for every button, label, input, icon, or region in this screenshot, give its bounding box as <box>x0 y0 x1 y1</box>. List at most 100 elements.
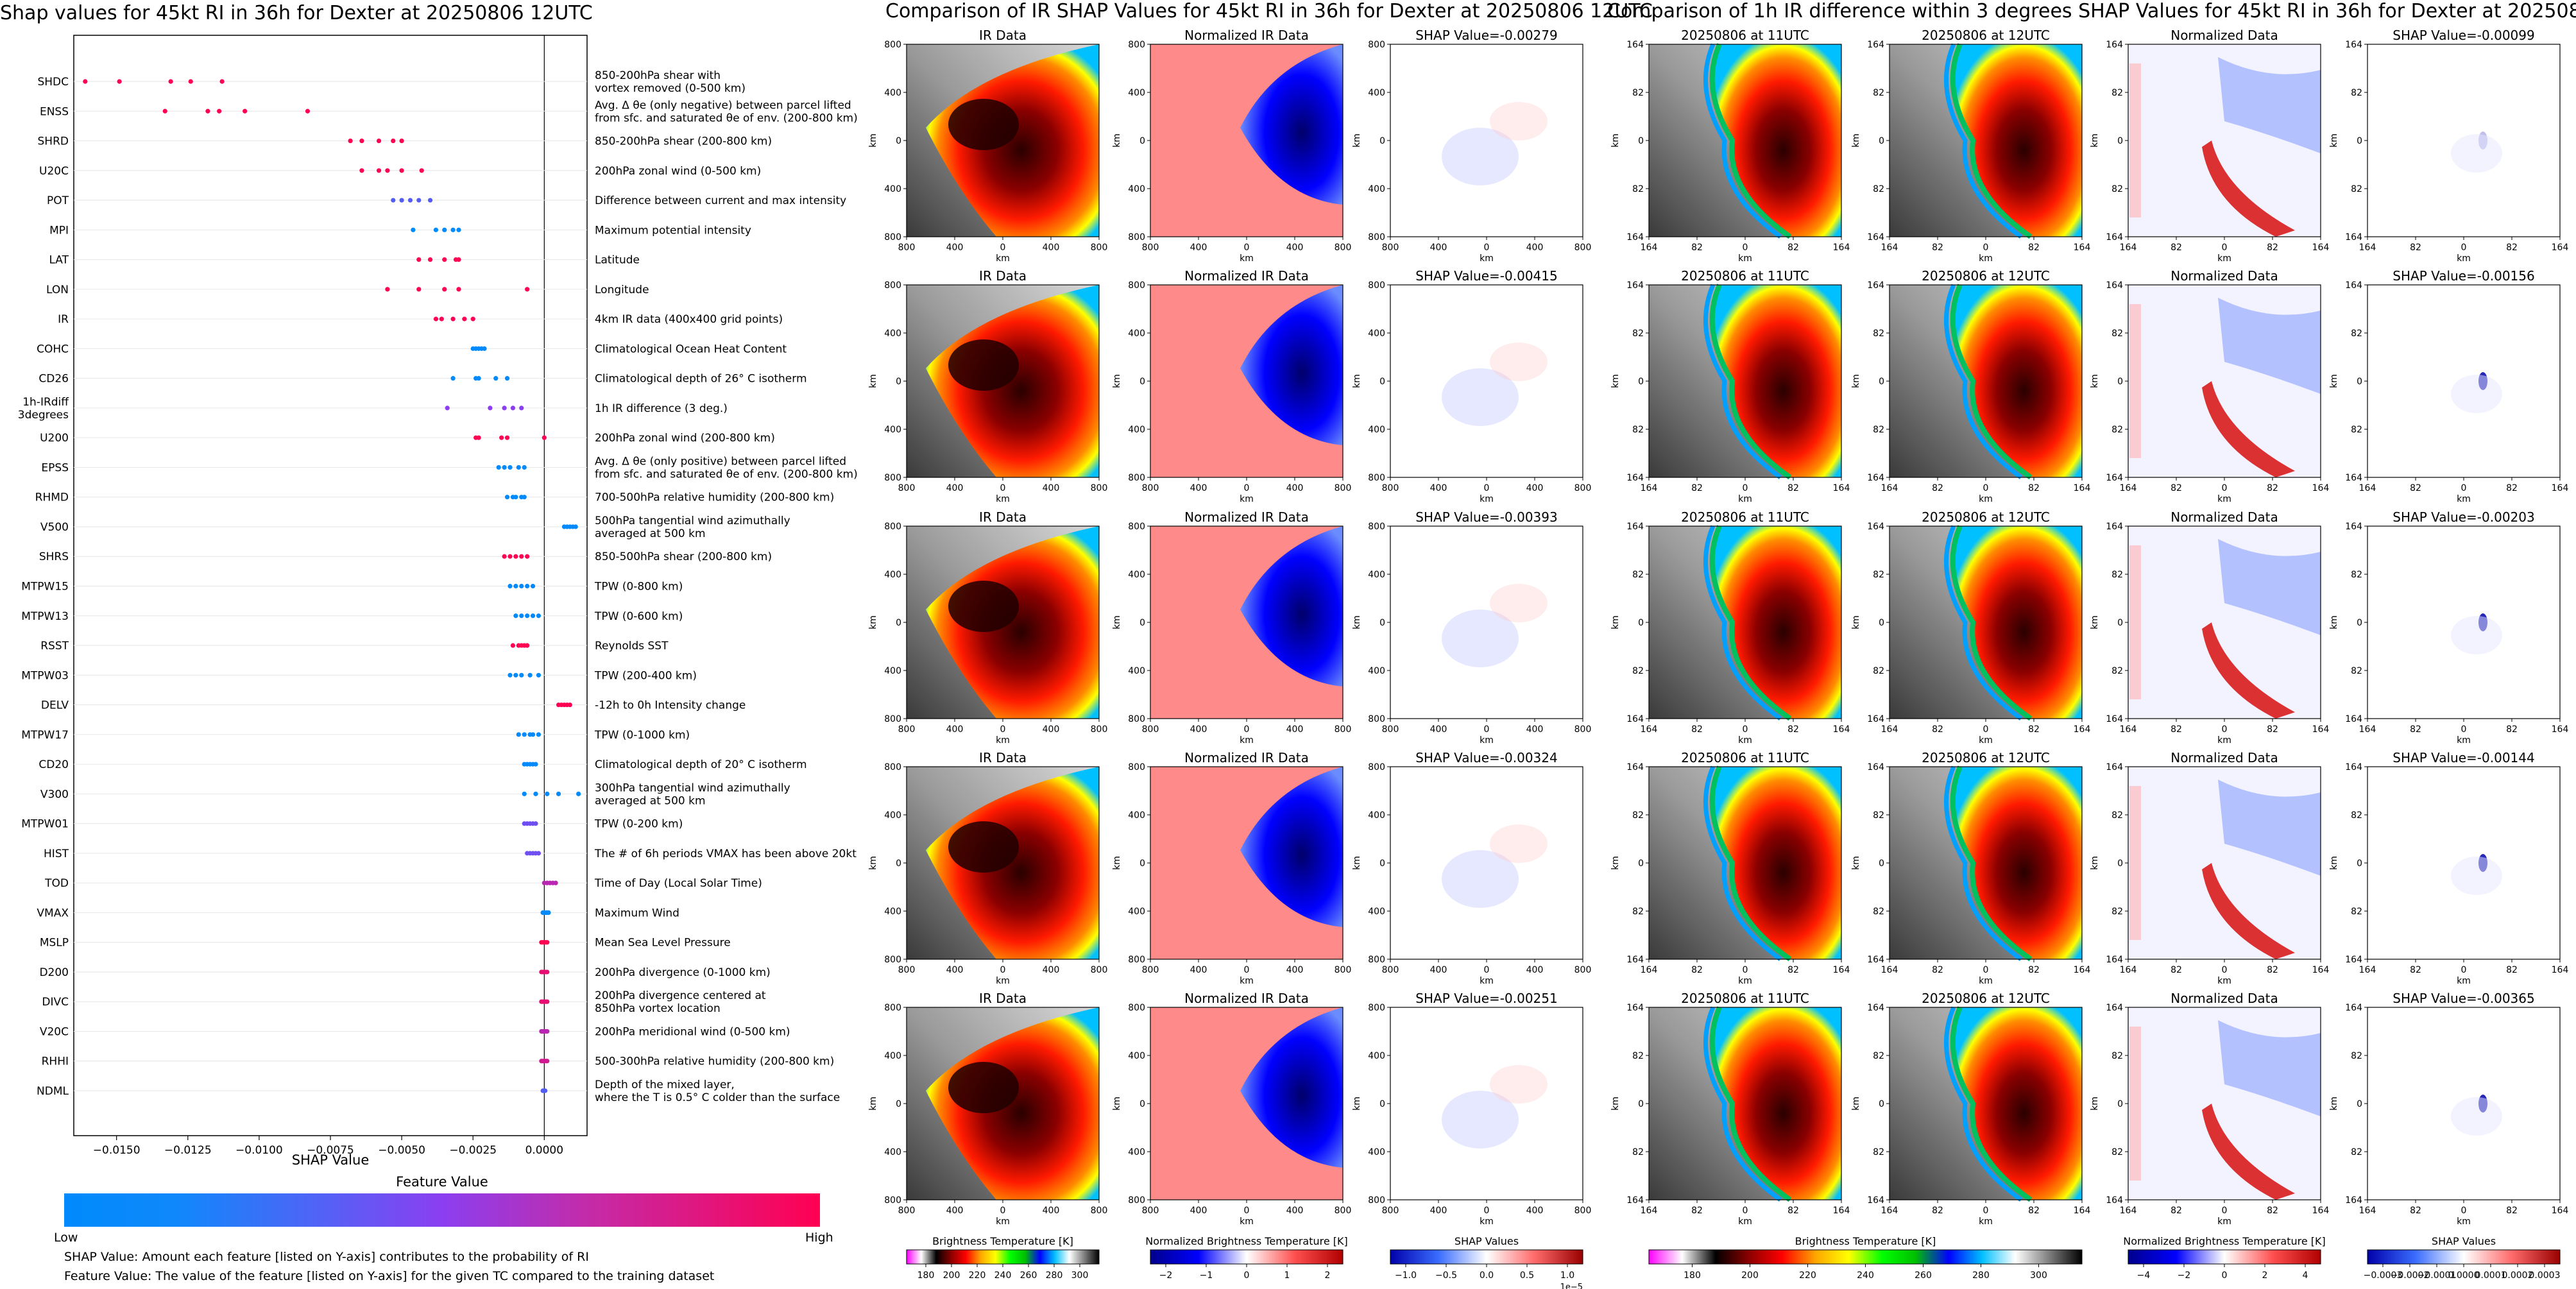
feature-description: Mean Sea Level Pressure <box>595 937 731 950</box>
panel-title: 20250806 at 11UTC <box>1681 509 1809 525</box>
colorbar-tick-label: 2 <box>2262 1270 2268 1281</box>
y-tick-label: 164 <box>2106 280 2123 291</box>
x-tick-label: 82 <box>2410 724 2421 735</box>
colorbar-tick-label: −2 <box>2178 1270 2191 1281</box>
feature-description: Maximum Wind <box>595 907 679 919</box>
shap-point <box>502 405 507 411</box>
x-tick-label: 164 <box>2074 1206 2091 1216</box>
y-tick-label: 400 <box>884 1051 901 1061</box>
normalized-edge-band <box>2129 545 2141 699</box>
x-tick-label: 400 <box>1190 965 1207 975</box>
x-tick-label: 164 <box>2552 1206 2569 1216</box>
x-tick-label: 0 <box>1244 724 1250 735</box>
shap-point <box>456 257 461 262</box>
x-tick-label: 400 <box>1430 965 1447 975</box>
x-tick-label: 0 <box>1743 1206 1748 1216</box>
y-tick-label: 0 <box>1379 858 1385 869</box>
x-tick-label: 800 <box>898 1206 916 1216</box>
ir-cloud-edge <box>1709 284 1792 480</box>
colorbar-tick-label: 240 <box>994 1270 1012 1281</box>
x-axis-label: km <box>1480 735 1494 746</box>
normalized-cloud-shield <box>1240 526 1343 687</box>
shap-point <box>567 702 572 708</box>
x-axis-label: km <box>996 494 1010 504</box>
y-axis-label: km <box>1112 1097 1122 1111</box>
feature-description: 4km IR data (400x400 grid points) <box>595 313 783 326</box>
feature-description: The # of 6h periods VMAX has been above … <box>594 848 857 860</box>
shap-point <box>450 376 456 381</box>
y-axis-label: km <box>1610 133 1621 148</box>
x-tick-label: 164 <box>2120 965 2137 975</box>
ir-snapshot-panel: 20250806 at 12UTC1641648282008282164164k… <box>1851 268 2090 504</box>
x-tick-label: 82 <box>2028 483 2040 493</box>
y-axis-label: km <box>1851 374 1861 388</box>
x-axis-label: km <box>1738 976 1752 986</box>
colorbar: Normalized Brightness Temperature [K] −4 −… <box>2123 1235 2326 1281</box>
normalized-diff-panel: Normalized Data1641648282008282164164kmk… <box>2090 750 2329 986</box>
y-axis-label: km <box>868 374 878 388</box>
y-tick-label: 800 <box>1368 1003 1385 1013</box>
panel-title: Normalized IR Data <box>1184 509 1309 525</box>
x-axis-label: km <box>1738 735 1752 746</box>
shap-point <box>519 613 524 619</box>
y-axis-label: km <box>1851 1097 1861 1111</box>
shap-point <box>168 79 173 84</box>
shap-point <box>545 1029 550 1034</box>
shap-value-panel: SHAP Value=-0.00279800800400400004004008… <box>1352 28 1591 264</box>
shap-point <box>546 910 551 916</box>
y-tick-label: 164 <box>1626 280 1644 291</box>
y-tick-label: 0 <box>2117 377 2123 387</box>
shap-point <box>536 613 542 619</box>
colorbar-tick-label: 0 <box>2222 1270 2228 1281</box>
y-tick-label: 164 <box>1867 1195 1884 1206</box>
panel-title: Normalized Data <box>2171 28 2278 43</box>
colorbar-tick-label: 180 <box>1684 1270 1701 1281</box>
colorbar-tick-label: 220 <box>1799 1270 1816 1281</box>
y-tick-label: 400 <box>1368 1051 1385 1061</box>
shap-negative-region <box>1442 128 1519 185</box>
shap-point <box>188 79 193 84</box>
x-tick-label: 164 <box>2312 1206 2330 1216</box>
x-tick-label: 164 <box>2359 724 2376 735</box>
colorbar-offset: 1e−5 <box>1560 1283 1583 1289</box>
shap-point <box>543 1088 548 1093</box>
y-tick-label: 400 <box>884 570 901 580</box>
x-tick-label: 164 <box>1641 965 1658 975</box>
shap-point <box>525 583 530 589</box>
shap-background <box>1390 767 1583 959</box>
y-tick-label: 82 <box>2111 88 2123 98</box>
x-tick-label: 82 <box>1787 965 1799 975</box>
y-tick-label: 0 <box>1139 1099 1145 1109</box>
y-axis-label: km <box>2329 374 2339 388</box>
x-tick-label: 800 <box>1091 243 1108 253</box>
shap-point <box>399 138 404 144</box>
y-tick-label: 800 <box>884 522 901 532</box>
y-tick-label: 82 <box>1632 666 1644 676</box>
y-tick-label: 800 <box>884 714 901 724</box>
shap-point <box>442 287 447 292</box>
x-tick-label: 800 <box>1382 965 1399 975</box>
y-tick-label: 82 <box>1873 810 1884 821</box>
colorbar-ramp <box>2367 1249 2561 1265</box>
y-tick-label: 82 <box>1873 1051 1884 1061</box>
shap-point <box>376 168 382 173</box>
shap-point <box>416 257 422 262</box>
colorbar-tick-label: 0.0000 <box>2448 1270 2480 1281</box>
y-tick-label: 164 <box>2106 762 2123 773</box>
y-tick-label: 164 <box>1626 40 1644 50</box>
y-axis-label: km <box>1610 1097 1621 1111</box>
x-tick-label: 400 <box>1526 243 1544 253</box>
shap-point <box>504 495 510 500</box>
shap-point <box>442 257 447 262</box>
x-axis-label: km <box>1979 253 1993 264</box>
x-tick-label: 164 <box>1833 483 1850 493</box>
colorbar-tick-label: 280 <box>1046 1270 1063 1281</box>
colorbar-tick-label: 1 <box>1284 1270 1290 1281</box>
y-tick-label: 0 <box>1638 377 1644 387</box>
x-tick-label: 82 <box>2028 1206 2040 1216</box>
x-tick-label: 164 <box>1641 483 1658 493</box>
shap-point <box>385 168 390 173</box>
x-tick-label: 82 <box>2410 243 2421 253</box>
y-axis-label: km <box>1112 615 1122 629</box>
x-tick-label: 0 <box>1743 965 1748 975</box>
